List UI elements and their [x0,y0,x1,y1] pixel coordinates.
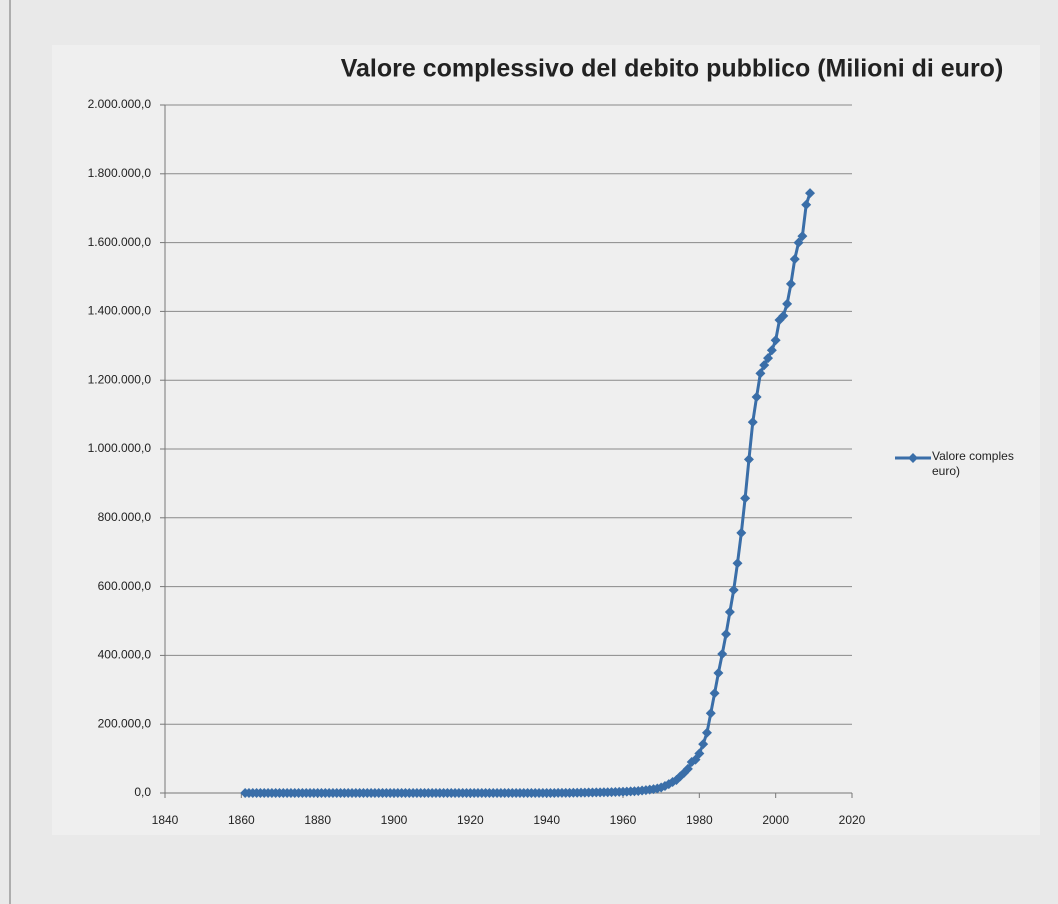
x-tick-label: 2000 [762,813,789,827]
chart-area [52,45,1040,835]
x-tick-label: 1900 [381,813,408,827]
data-marker [751,392,762,403]
x-tick-label: 1960 [610,813,637,827]
data-marker [785,278,796,289]
y-tick-label: 200.000,0 [98,716,152,730]
y-tick-label: 1.400.000,0 [88,304,152,318]
y-tick-label: 1.200.000,0 [88,372,152,386]
data-marker [763,353,774,364]
data-marker [701,727,712,738]
data-marker [713,667,724,678]
data-marker [805,188,816,199]
data-marker [698,739,709,750]
data-marker [770,335,781,346]
data-marker [705,708,716,719]
y-tick-label: 400.000,0 [98,648,152,662]
data-marker [782,298,793,309]
chart-title: Valore complessivo del debito pubblico (… [341,55,1004,83]
x-tick-label: 2020 [839,813,866,827]
data-marker [728,585,739,596]
x-tick-label: 1880 [304,813,331,827]
data-marker [778,310,789,321]
data-marker [797,231,808,242]
y-tick-label: 600.000,0 [98,579,152,593]
data-marker [766,345,777,356]
data-marker [759,360,770,371]
y-tick-label: 1.800.000,0 [88,166,152,180]
legend-label: Valore comples euro) [932,449,1014,478]
data-marker [743,454,754,465]
x-tick-label: 1980 [686,813,713,827]
data-marker [709,688,720,699]
data-marker [793,237,804,248]
data-marker [736,527,747,538]
data-marker [747,417,758,428]
y-tick-label: 800.000,0 [98,510,152,524]
data-marker [690,754,701,765]
data-marker [724,607,735,618]
x-tick-label: 1840 [152,813,179,827]
data-marker [755,368,766,379]
y-tick-label: 1.600.000,0 [88,235,152,249]
data-marker [789,254,800,265]
data-marker [717,649,728,660]
data-marker [721,629,732,640]
x-tick-label: 1940 [533,813,560,827]
x-tick-label: 1860 [228,813,255,827]
data-marker [732,558,743,569]
data-marker [801,199,812,210]
data-marker [694,748,705,759]
x-tick-label: 1920 [457,813,484,827]
y-tick-label: 2.000.000,0 [88,97,152,111]
legend-marker [908,453,918,463]
data-marker [682,763,693,774]
y-tick-label: 1.000.000,0 [88,441,152,455]
data-marker [740,493,751,504]
y-tick-label: 0,0 [134,785,151,799]
